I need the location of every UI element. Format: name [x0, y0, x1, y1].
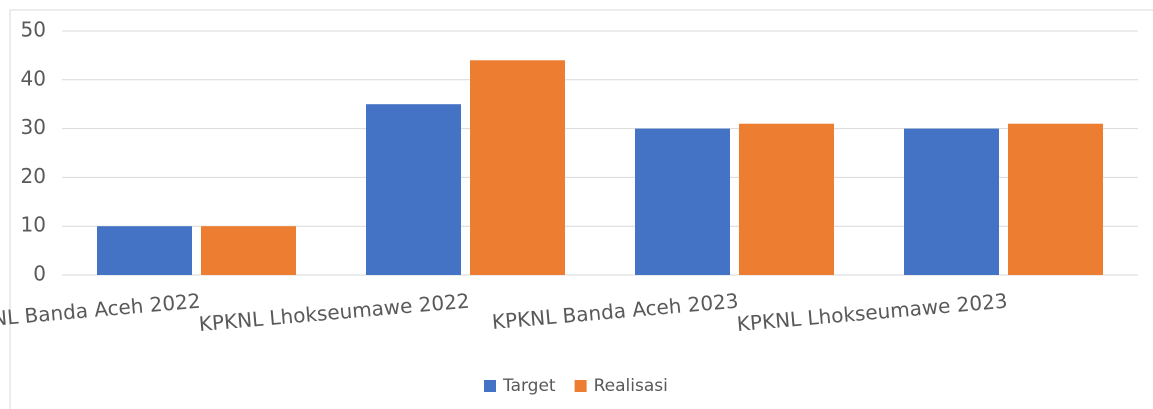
- y-tick-label: 0: [33, 262, 46, 286]
- y-tick-label: 20: [21, 164, 46, 188]
- chart-frame: [9, 9, 1153, 409]
- legend-label: Realisasi: [594, 376, 668, 396]
- x-tick-label: KPKNL Banda Aceh 2023: [491, 289, 739, 334]
- x-tick-label: KPKNL Banda Aceh 2022: [0, 289, 201, 334]
- y-tick-label: 50: [21, 18, 46, 42]
- bar: [904, 128, 999, 275]
- bar: [635, 128, 730, 275]
- x-tick-label: KPKNL Lhokseumawe 2022: [198, 289, 471, 337]
- bar: [470, 60, 565, 275]
- y-tick-label: 40: [21, 66, 46, 90]
- y-tick-label: 30: [21, 115, 46, 139]
- legend-label: Target: [502, 376, 556, 396]
- bar: [366, 104, 461, 275]
- bar: [1008, 123, 1103, 275]
- bar: [739, 123, 834, 275]
- y-tick-label: 10: [21, 213, 46, 237]
- bar: [201, 226, 296, 275]
- legend-swatch: [574, 380, 587, 392]
- legend-swatch: [484, 380, 496, 392]
- bar: [97, 226, 192, 275]
- x-tick-label: KPKNL Lhokseumawe 2023: [736, 289, 1009, 337]
